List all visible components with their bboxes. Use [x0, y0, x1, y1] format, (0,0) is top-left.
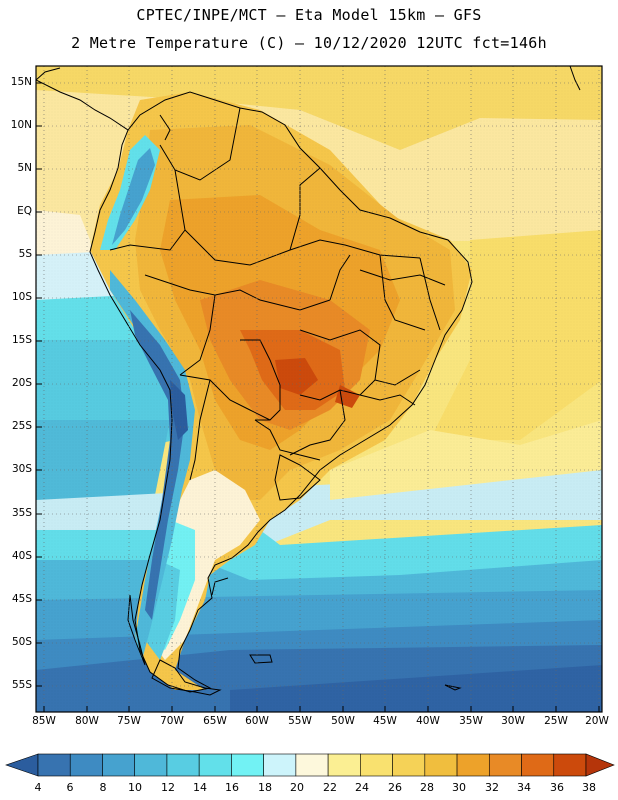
lon-label-75w: 75W	[117, 715, 141, 727]
colorbar-swatch	[360, 753, 393, 777]
colorbar-label-20: 20	[290, 781, 304, 794]
colorbar-swatch	[166, 753, 200, 777]
lon-label-50w: 50W	[331, 715, 355, 727]
colorbar-swatch	[198, 753, 232, 777]
lon-label-80w: 80W	[75, 715, 99, 727]
lat-label-45s: 45S	[11, 593, 32, 605]
lon-label-45w: 45W	[373, 715, 397, 727]
colorbar-label-8: 8	[99, 781, 107, 794]
colorbar-swatch	[134, 753, 168, 777]
colorbar-swatch	[263, 753, 297, 777]
colorbar-swatch	[553, 753, 587, 777]
lon-label-20w: 20W	[585, 715, 609, 727]
colorbar-label-18: 18	[258, 781, 272, 794]
colorbar-swatch	[488, 753, 522, 777]
colorbar-arrow-left	[5, 753, 39, 777]
lon-label-60w: 60W	[245, 715, 269, 727]
lon-label-30w: 30W	[501, 715, 525, 727]
colorbar-swatch	[69, 753, 103, 777]
colorbar-label-10: 10	[128, 781, 142, 794]
colorbar-label-4: 4	[34, 781, 42, 794]
lat-label-5s: 5S	[18, 248, 32, 260]
axis-ticks	[36, 82, 600, 712]
colorbar-label-6: 6	[66, 781, 74, 794]
colorbar-swatch	[102, 753, 136, 777]
colorbar-label-12: 12	[161, 781, 175, 794]
lat-label-50s: 50S	[11, 636, 32, 648]
lat-label-55s: 55S	[11, 679, 32, 691]
coastline	[36, 66, 581, 696]
lon-label-65w: 65W	[203, 715, 227, 727]
lat-label-35s: 35S	[11, 507, 32, 519]
map-title-line1: CPTEC/INPE/MCT – Eta Model 15km – GFS	[136, 6, 482, 24]
colorbar-label-34: 34	[517, 781, 531, 794]
lat-label-25s: 25S	[11, 420, 32, 432]
lat-label-15s: 15S	[11, 334, 32, 346]
lat-label-10s: 10S	[11, 291, 32, 303]
colorbar-swatch	[392, 753, 426, 777]
colorbar-swatch	[295, 753, 329, 777]
lat-label-30s: 30S	[11, 463, 32, 475]
map-title-line2: 2 Metre Temperature (C) – 10/12/2020 12U…	[71, 34, 547, 52]
lat-label-40s: 40S	[11, 550, 32, 562]
colorbar-swatch	[37, 753, 71, 777]
colorbar-label-22: 22	[323, 781, 337, 794]
lat-label-10n: 10N	[10, 119, 32, 131]
colorbar-label-36: 36	[550, 781, 564, 794]
lat-label-5n: 5N	[17, 162, 32, 174]
lat-label-15n: 15N	[10, 76, 32, 88]
map-field	[36, 66, 602, 712]
colorbar-label-26: 26	[388, 781, 402, 794]
colorbar-swatch	[456, 753, 490, 777]
map-frame	[35, 65, 603, 713]
lat-label-eq: EQ	[17, 205, 32, 217]
colorbar-label-24: 24	[355, 781, 369, 794]
colorbar-swatch	[327, 753, 361, 777]
colorbar-label-28: 28	[420, 781, 434, 794]
colorbar-label-30: 30	[452, 781, 466, 794]
colorbar-swatch	[424, 753, 458, 777]
lon-label-40w: 40W	[416, 715, 440, 727]
colorbar-swatch	[231, 753, 264, 777]
colorbar-swatch	[521, 753, 555, 777]
colorbar-label-16: 16	[225, 781, 239, 794]
lon-label-25w: 25W	[544, 715, 568, 727]
colorbar-label-14: 14	[193, 781, 207, 794]
lon-label-85w: 85W	[32, 715, 56, 727]
colorbar-label-32: 32	[485, 781, 499, 794]
lon-label-55w: 55W	[288, 715, 312, 727]
colorbar-arrow-right	[585, 753, 615, 777]
lat-label-20s: 20S	[11, 377, 32, 389]
lon-label-70w: 70W	[160, 715, 184, 727]
colorbar-label-38: 38	[582, 781, 596, 794]
colorbar	[5, 753, 615, 777]
lon-label-35w: 35W	[459, 715, 483, 727]
